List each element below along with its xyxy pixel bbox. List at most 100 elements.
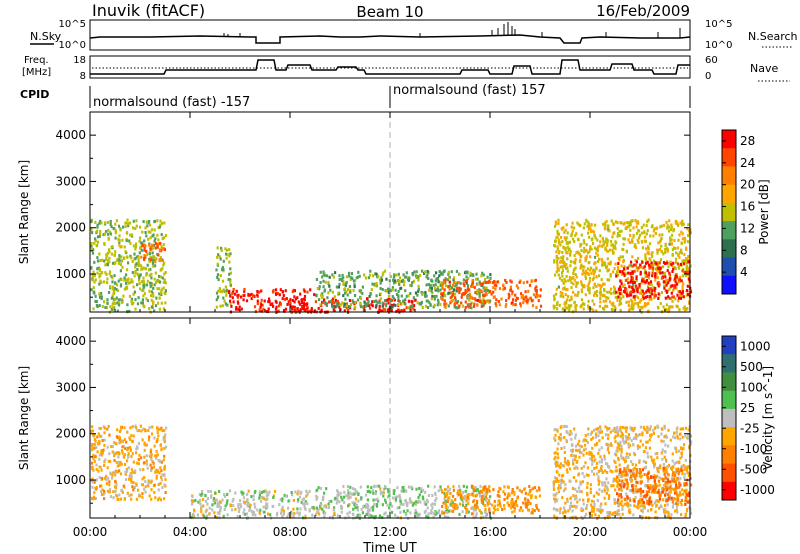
scatter-cell <box>95 478 98 482</box>
scatter-cell <box>136 283 139 287</box>
scatter-cell <box>91 477 94 481</box>
scatter-cell <box>579 244 582 248</box>
scatter-cell <box>146 279 149 283</box>
scatter-cell <box>139 225 142 229</box>
scatter-cell <box>601 306 605 310</box>
scatter-cell <box>274 489 277 493</box>
scatter-cell <box>680 452 683 456</box>
scatter-cell <box>562 511 565 515</box>
scatter-cell <box>627 442 630 446</box>
scatter-cell <box>419 500 422 504</box>
scatter-cell <box>162 436 165 440</box>
scatter-cell <box>679 500 682 504</box>
scatter-cell <box>515 296 518 300</box>
scatter-cell <box>343 309 346 313</box>
scatter-cell <box>574 487 577 491</box>
scatter-cell <box>534 495 537 499</box>
scatter-cell <box>394 497 397 501</box>
scatter-cell <box>349 485 352 489</box>
scatter-cell <box>161 429 164 433</box>
scatter-cell <box>341 301 344 305</box>
scatter-cell <box>346 288 350 292</box>
scatter-cell <box>559 426 562 430</box>
scatter-cell <box>157 458 160 462</box>
scatter-cell <box>559 259 562 263</box>
scatter-cell <box>226 513 229 517</box>
scatter-cell <box>629 426 632 430</box>
scatter-cell <box>362 505 365 509</box>
scatter-cell <box>143 441 146 445</box>
scatter-cell <box>134 269 137 273</box>
scatter-cell <box>520 292 523 296</box>
scatter-cell <box>140 255 143 259</box>
scatter-cell <box>118 258 121 262</box>
scatter-cell <box>441 505 444 508</box>
scatter-cell <box>587 221 590 225</box>
scatter-cell <box>640 281 643 285</box>
scatter-cell <box>100 258 104 262</box>
scatter-cell <box>472 506 475 510</box>
scatter-cell <box>447 272 450 276</box>
scatter-cell <box>299 292 302 296</box>
scatter-cell <box>158 274 161 278</box>
scatter-cell <box>586 224 589 228</box>
scatter-cell <box>409 497 412 501</box>
scatter-cell <box>365 506 368 510</box>
scatter-cell <box>598 244 601 248</box>
scatter-cell <box>220 248 223 252</box>
scatter-cell <box>366 485 369 489</box>
scatter-cell <box>221 279 225 283</box>
scatter-cell <box>118 493 121 497</box>
scatter-cell <box>444 499 447 503</box>
scatter-cell <box>134 298 137 302</box>
scatter-cell <box>481 495 484 499</box>
scatter-cell <box>322 510 325 514</box>
scatter-cell <box>514 303 517 307</box>
scatter-cell <box>656 305 660 309</box>
scatter-cell <box>291 493 294 497</box>
scatter-cell <box>131 439 135 443</box>
scatter-cell <box>275 288 278 292</box>
scatter-cell <box>105 306 108 309</box>
scatter-cell <box>599 509 602 513</box>
scatter-cell <box>385 302 388 306</box>
scatter-cell <box>93 280 96 284</box>
scatter-cell <box>635 279 638 282</box>
scatter-cell <box>597 514 600 518</box>
scatter-cell <box>297 300 300 304</box>
y-tick-label: 4000 <box>55 128 86 142</box>
scatter-cell <box>149 450 152 454</box>
scatter-cell <box>671 477 674 480</box>
scatter-cell <box>668 242 671 246</box>
scatter-cell <box>145 234 148 238</box>
scatter-cell <box>606 428 609 432</box>
scatter-cell <box>460 301 463 305</box>
scatter-cell <box>674 491 677 495</box>
scatter-cell <box>221 498 224 502</box>
scatter-cell <box>537 508 540 512</box>
scatter-cell <box>467 498 470 502</box>
scatter-cell <box>278 293 281 297</box>
scatter-cell <box>92 248 95 252</box>
scatter-cell <box>629 503 632 507</box>
scatter-cell <box>222 296 225 300</box>
scatter-cell <box>444 488 447 491</box>
scatter-cell <box>566 269 569 273</box>
scatter-cell <box>164 234 168 237</box>
scatter-cell <box>561 307 564 311</box>
scatter-cell <box>641 289 644 293</box>
scatter-cell <box>687 465 690 469</box>
power-colorbar-label: Power [dB] <box>757 179 771 244</box>
scatter-cell <box>351 299 354 303</box>
scatter-cell <box>350 272 353 275</box>
scatter-cell <box>524 503 527 507</box>
scatter-cell <box>569 250 572 253</box>
scatter-cell <box>98 426 101 430</box>
freq-label-1: Freq. <box>24 55 49 66</box>
scatter-cell <box>606 485 609 489</box>
scatter-cell <box>163 291 166 295</box>
colorbar-tick-label: 24 <box>740 156 755 170</box>
scatter-cell <box>570 449 573 452</box>
scatter-cell <box>644 460 647 464</box>
scatter-cell <box>562 281 565 285</box>
